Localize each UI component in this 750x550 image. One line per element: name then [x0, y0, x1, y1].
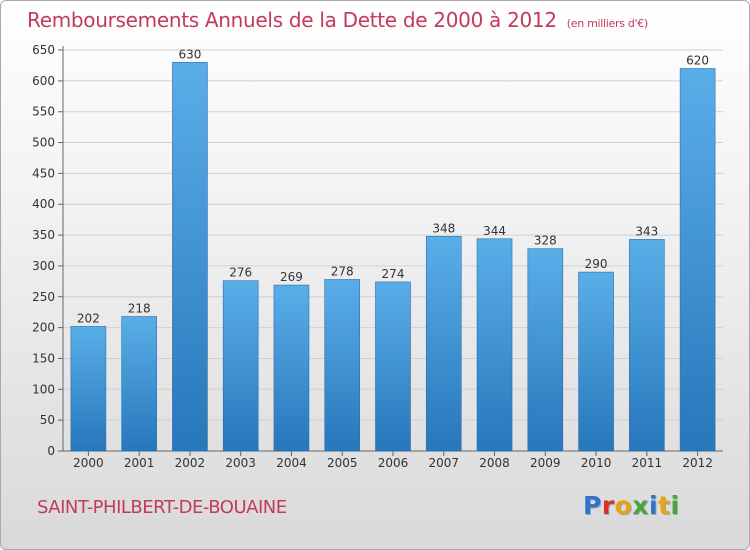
x-tick-label: 2007 — [428, 456, 459, 470]
logo-letter: r — [601, 491, 615, 520]
bar — [476, 238, 513, 452]
bar — [629, 239, 665, 452]
data-label: 269 — [280, 270, 303, 284]
bar — [679, 68, 716, 452]
y-tick-label: 50 — [40, 413, 55, 427]
data-label: 630 — [178, 47, 201, 61]
x-tick-label: 2008 — [479, 456, 510, 470]
logo-letter: i — [649, 491, 659, 520]
data-label: 290 — [585, 257, 608, 271]
data-label: 344 — [483, 224, 506, 238]
x-tick-label: 2005 — [327, 456, 358, 470]
y-tick-label: 300 — [32, 259, 55, 273]
data-label: 218 — [128, 302, 151, 316]
y-tick-label: 200 — [32, 321, 55, 335]
logo-letter: t — [658, 491, 671, 520]
y-tick-label: 650 — [32, 43, 55, 57]
bar — [324, 279, 361, 452]
bar — [222, 280, 259, 452]
y-tick-label: 350 — [32, 228, 55, 242]
y-tick-label: 100 — [32, 382, 55, 396]
y-tick-label: 550 — [32, 105, 55, 119]
bar — [121, 316, 157, 452]
y-tick-label: 150 — [32, 351, 55, 365]
logo-letter: i — [670, 491, 680, 520]
bar — [172, 62, 208, 452]
x-tick-label: 2006 — [378, 456, 409, 470]
y-tick-label: 250 — [32, 290, 55, 304]
logo-letter: P — [583, 491, 602, 520]
x-tick-label: 2002 — [175, 456, 206, 470]
x-tick-label: 2009 — [530, 456, 561, 470]
x-tick-label: 2010 — [581, 456, 612, 470]
data-label: 620 — [686, 54, 709, 68]
data-label: 274 — [382, 267, 405, 281]
data-label: 343 — [635, 224, 658, 238]
data-label: 328 — [534, 234, 557, 248]
y-tick-label: 400 — [32, 197, 55, 211]
chart-title: Remboursements Annuels de la Dette de 20… — [27, 8, 648, 32]
bar — [527, 248, 564, 452]
data-label: 202 — [77, 311, 100, 325]
y-tick-label: 500 — [32, 136, 55, 150]
x-tick-label: 2003 — [225, 456, 256, 470]
bar — [273, 284, 310, 452]
x-tick-label: 2012 — [682, 456, 713, 470]
x-tick-label: 2001 — [124, 456, 155, 470]
x-tick-label: 2011 — [632, 456, 663, 470]
logo-letter: x — [632, 491, 649, 520]
proxiti-logo: Proxiti — [583, 491, 680, 520]
data-label: 278 — [331, 264, 354, 278]
x-tick-label: 2004 — [276, 456, 307, 470]
bar — [578, 271, 614, 452]
y-tick-label: 450 — [32, 166, 55, 180]
data-label: 348 — [432, 221, 455, 235]
logo-letter: o — [614, 491, 633, 520]
bar — [425, 236, 462, 452]
data-label: 276 — [229, 266, 252, 280]
y-tick-label: 0 — [47, 444, 55, 458]
unit-note: (en milliers d'€) — [566, 17, 648, 30]
bar — [70, 326, 107, 452]
chart-title-text: Remboursements Annuels de la Dette de 20… — [27, 8, 557, 32]
y-tick-label: 600 — [32, 74, 55, 88]
x-tick-label: 2000 — [73, 456, 104, 470]
city-name: SAINT-PHILBERT-DE-BOUAINE — [37, 497, 287, 518]
bar — [375, 281, 411, 452]
